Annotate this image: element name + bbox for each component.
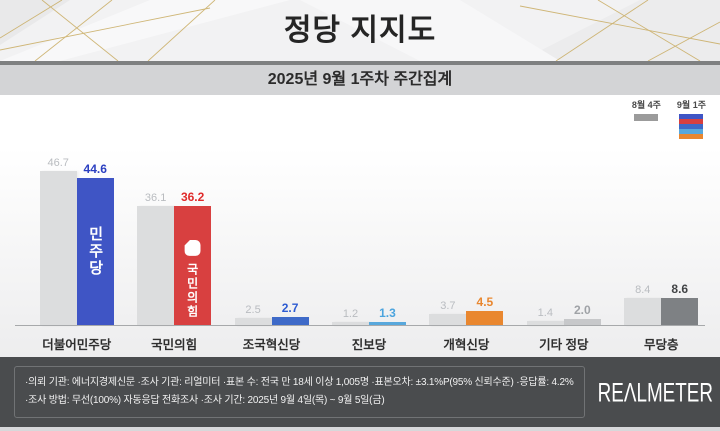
bar-column-current: 44.6 민주당 xyxy=(76,162,114,326)
header: 정당 지지도 xyxy=(0,0,720,61)
bar-current-reform-new-party xyxy=(466,311,504,326)
value-label-current-non-partisan: 8.6 xyxy=(671,281,689,296)
bar-current-people-power-party: 국민의힘 xyxy=(174,205,212,326)
x-axis-line xyxy=(15,325,705,326)
bar-current-progressive-party xyxy=(368,321,406,326)
party-logo-text: 국민의힘 xyxy=(185,262,200,319)
bar-group-rebuilding-korea-party: 2.5 2.7 조국혁신당 xyxy=(223,95,320,357)
category-label-other-parties: 기타 정당 xyxy=(539,338,589,352)
subtitle: 2025년 9월 1주차 주간집계 xyxy=(0,65,720,95)
bar-column-prev: 36.1 xyxy=(137,192,175,326)
value-label-current-reform-new-party: 4.5 xyxy=(476,295,494,310)
bar-column-prev: 8.4 xyxy=(624,284,662,326)
legend-stripe xyxy=(679,124,704,129)
bar-prev-other-parties xyxy=(526,321,564,326)
value-label-current-rebuilding-korea-party: 2.7 xyxy=(281,301,299,315)
legend-stripe xyxy=(679,114,704,119)
bar-column-prev: 2.5 xyxy=(234,303,272,326)
bar-current-democratic-party: 민주당 xyxy=(76,178,114,326)
survey-info-line-1: ·의뢰 기관: 에너지경제신문 ·조사 기관: 리얼미터 ·표본 수: 전국 만… xyxy=(25,377,574,388)
party-logo-people-power-party: 국민의힘 xyxy=(184,239,201,319)
bar-column-prev: 1.4 xyxy=(526,307,564,326)
value-label-prev-reform-new-party: 3.7 xyxy=(440,299,456,312)
page-title: 정당 지지도 xyxy=(283,14,437,47)
category-label-democratic-party: 더불어민주당 xyxy=(42,338,112,352)
category-label-non-partisan: 무당층 xyxy=(643,338,679,352)
bar-group-people-power-party: 36.1 36.2 국민의힘 국민의힘 xyxy=(125,95,222,357)
legend-stripe xyxy=(679,119,704,124)
value-label-current-people-power-party: 36.2 xyxy=(180,189,205,204)
bar-pair: 3.7 4.5 xyxy=(429,95,504,326)
legend-swatch-solid xyxy=(634,114,659,121)
people-power-party-symbol-icon xyxy=(184,239,201,256)
category-label-progressive-party: 진보당 xyxy=(351,338,387,352)
bar-group-non-partisan: 8.4 8.6 무당층 xyxy=(613,95,710,357)
value-label-prev-non-partisan: 8.4 xyxy=(635,284,651,297)
bar-current-non-partisan xyxy=(661,297,699,326)
bar-prev-rebuilding-korea-party xyxy=(234,317,272,326)
bar-column-current: 8.6 xyxy=(661,281,699,326)
bar-groups: 46.7 44.6 민주당 더불어민주당 36.1 36.2 국민의힘 국민의힘 2.5 2.7 조… xyxy=(28,95,710,357)
legend-stripe xyxy=(679,129,704,134)
bar-pair: 36.1 36.2 국민의힘 xyxy=(137,95,212,326)
survey-info-line-2: ·조사 방법: 무선(100%) 자동응답 전화조사 ·조사 기간: 2025년… xyxy=(25,395,385,406)
legend-label: 9월 1주 xyxy=(676,100,706,110)
bar-prev-non-partisan xyxy=(624,298,662,326)
bar-prev-people-power-party xyxy=(137,206,175,326)
bar-pair: 2.5 2.7 xyxy=(234,95,309,326)
value-label-current-progressive-party: 1.3 xyxy=(379,305,396,320)
bottom-strip xyxy=(0,427,720,431)
realmeter-logo: REΛLMETER xyxy=(597,376,713,407)
survey-method-box: ·의뢰 기관: 에너지경제신문 ·조사 기관: 리얼미터 ·표본 수: 전국 만… xyxy=(14,366,585,418)
legend-stripe xyxy=(679,134,704,139)
header-decoration xyxy=(0,0,720,61)
bar-column-current: 2.7 xyxy=(271,301,309,326)
legend-swatch-striped xyxy=(679,114,704,139)
category-label-people-power-party: 국민의힘 xyxy=(151,338,198,352)
value-label-prev-rebuilding-korea-party: 2.5 xyxy=(245,303,261,316)
bar-column-current: 1.3 xyxy=(368,305,406,326)
bar-prev-democratic-party xyxy=(39,171,77,326)
value-label-prev-progressive-party: 1.2 xyxy=(342,308,359,320)
value-label-prev-other-parties: 1.4 xyxy=(537,307,553,320)
bar-current-rebuilding-korea-party xyxy=(271,317,309,326)
bar-pair: 8.4 8.6 xyxy=(624,95,699,326)
bar-prev-reform-new-party xyxy=(429,313,467,326)
bar-column-current: 36.2 국민의힘 xyxy=(174,189,212,326)
bar-pair: 1.4 2.0 xyxy=(526,95,601,326)
bar-column-prev: 46.7 xyxy=(39,157,77,326)
value-label-current-democratic-party: 44.6 xyxy=(83,162,107,176)
header-divider xyxy=(0,61,720,65)
bar-column-current: 2.0 xyxy=(563,303,601,326)
bar-pair: 46.7 44.6 민주당 xyxy=(39,95,114,326)
footer: ·의뢰 기관: 에너지경제신문 ·조사 기관: 리얼미터 ·표본 수: 전국 만… xyxy=(0,357,720,427)
legend-item-current-week: 9월 1주 xyxy=(677,98,706,139)
bar-column-prev: 1.2 xyxy=(331,308,369,326)
chart-legend: 8월 4주 9월 1주 xyxy=(632,98,706,139)
bar-prev-progressive-party xyxy=(331,322,369,326)
bar-current-other-parties xyxy=(563,319,601,326)
category-label-reform-new-party: 개혁신당 xyxy=(443,338,490,352)
bar-column-prev: 3.7 xyxy=(429,299,467,326)
party-logo-democratic-party: 민주당 xyxy=(85,226,106,277)
party-logo-text: 민주당 xyxy=(86,226,104,277)
category-label-rebuilding-korea-party: 조국혁신당 xyxy=(242,338,301,352)
value-label-current-other-parties: 2.0 xyxy=(573,303,591,318)
bar-column-current: 4.5 xyxy=(466,295,504,326)
bar-group-progressive-party: 1.2 1.3 진보당 xyxy=(320,95,417,357)
legend-label: 8월 4주 xyxy=(631,100,661,110)
bar-group-reform-new-party: 3.7 4.5 개혁신당 xyxy=(418,95,515,357)
legend-item-prev-week: 8월 4주 xyxy=(632,98,661,139)
value-label-prev-democratic-party: 46.7 xyxy=(47,157,69,169)
value-label-prev-people-power-party: 36.1 xyxy=(144,192,167,205)
bar-group-other-parties: 1.4 2.0 기타 정당 xyxy=(515,95,612,357)
bar-pair: 1.2 1.3 xyxy=(331,95,406,326)
